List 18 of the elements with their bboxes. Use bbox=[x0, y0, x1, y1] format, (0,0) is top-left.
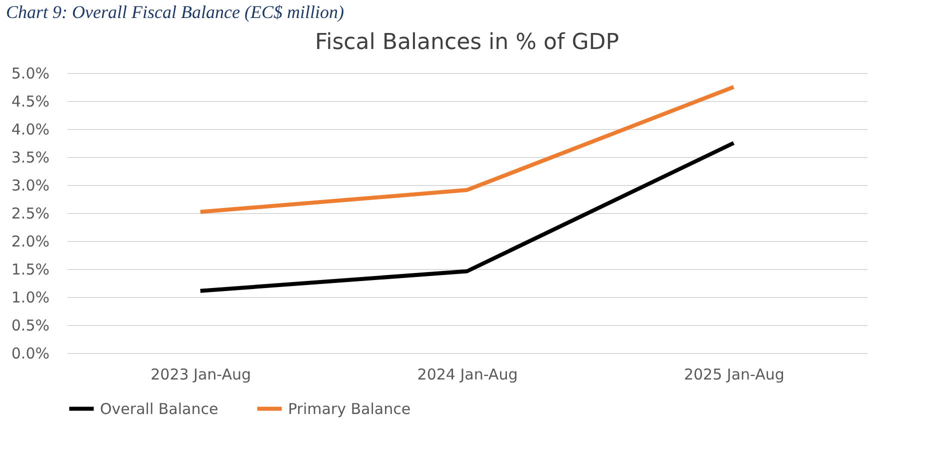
y-tick-label: 3.0% bbox=[11, 176, 50, 194]
legend-label: Primary Balance bbox=[288, 400, 411, 418]
y-tick-label: 5.0% bbox=[11, 64, 50, 82]
y-tick-label: 4.0% bbox=[11, 120, 50, 138]
y-tick-label: 2.5% bbox=[11, 204, 50, 222]
y-tick-label: 1.5% bbox=[11, 260, 50, 278]
x-tick-label: 2023 Jan-Aug bbox=[150, 366, 252, 384]
legend-label: Overall Balance bbox=[100, 400, 218, 418]
y-tick-label: 1.0% bbox=[11, 288, 50, 306]
chart-title: Fiscal Balances in % of GDP bbox=[315, 30, 619, 55]
x-tick-label: 2024 Jan-Aug bbox=[417, 366, 518, 384]
x-tick-label: 2025 Jan-Aug bbox=[684, 366, 784, 384]
y-tick-label: 3.5% bbox=[11, 148, 50, 166]
y-tick-label: 0.5% bbox=[11, 316, 50, 334]
caption: Chart 9: Overall Fiscal Balance (EC$ million) bbox=[5, 1, 345, 24]
y-tick-label: 4.5% bbox=[11, 92, 50, 110]
y-tick-label: 2.0% bbox=[11, 232, 50, 250]
y-tick-label: 0.0% bbox=[11, 344, 50, 362]
